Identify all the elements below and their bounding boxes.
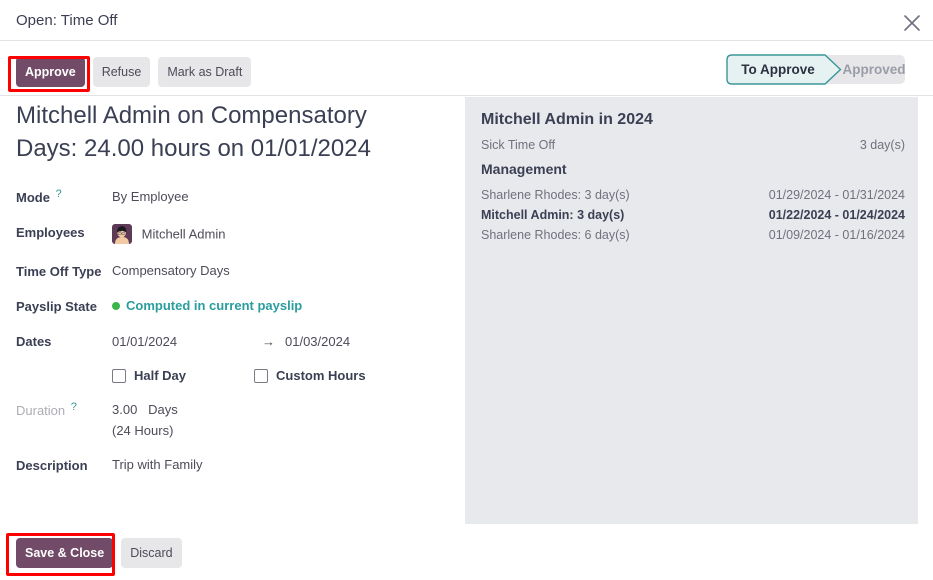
svg-text:To Approve: To Approve [741,62,815,77]
svg-text:Approved: Approved [842,62,905,77]
